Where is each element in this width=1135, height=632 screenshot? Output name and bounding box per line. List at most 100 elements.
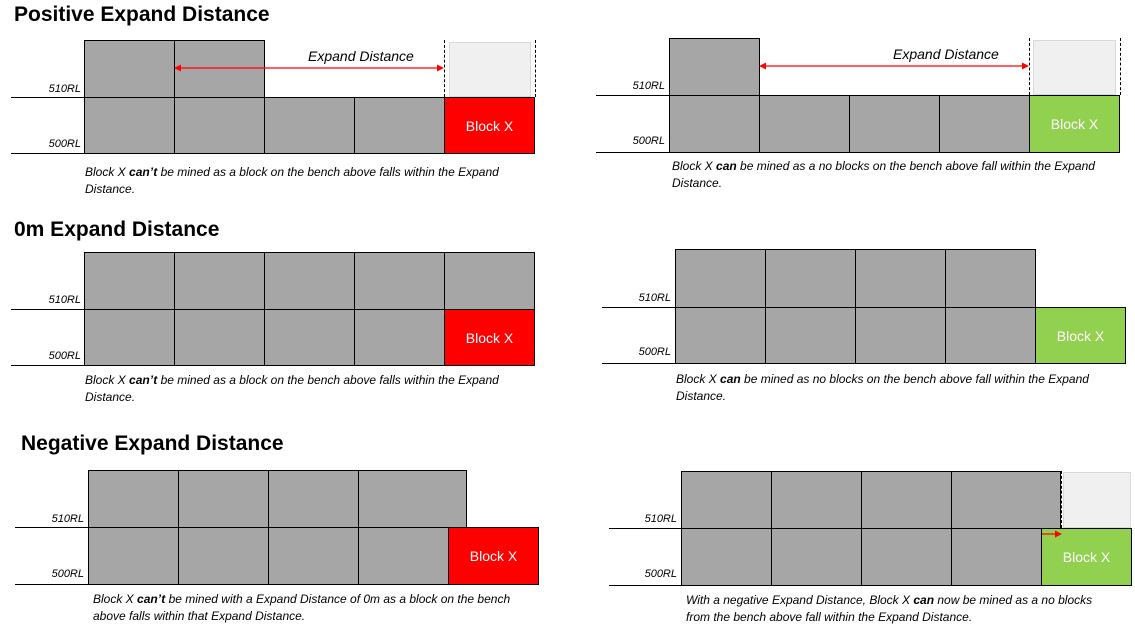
block <box>178 470 269 528</box>
level-label-upper: 510RL <box>48 83 81 95</box>
level-label-upper: 510RL <box>48 294 81 306</box>
block <box>88 527 179 585</box>
level-label-upper: 510RL <box>644 513 677 525</box>
block <box>174 309 265 366</box>
block <box>681 471 772 529</box>
caption: Block X can’t be mined with a Expand Dis… <box>93 592 511 623</box>
caption: With a negative Expand Distance, Block X… <box>686 593 1093 624</box>
block <box>264 97 355 154</box>
bench-line-lower <box>609 585 683 586</box>
block <box>771 528 862 586</box>
block-x-label: Block X <box>1062 549 1111 565</box>
block <box>861 471 952 529</box>
level-label-lower: 500RL <box>638 346 671 358</box>
caption: Block X can’t be mined as a block on the… <box>85 373 499 404</box>
block <box>84 309 175 366</box>
block <box>849 95 940 153</box>
block <box>174 97 265 154</box>
section-title-zero: 0m Expand Distance <box>14 218 220 241</box>
block <box>861 528 952 586</box>
ghost-block <box>449 42 531 97</box>
block <box>945 249 1036 308</box>
bench-line-upper <box>596 95 670 96</box>
block <box>951 528 1042 586</box>
block <box>354 252 445 310</box>
block <box>681 528 772 586</box>
block <box>765 307 856 364</box>
block-x: Block X <box>1035 307 1126 364</box>
block <box>174 40 265 98</box>
ghost-block <box>1063 472 1131 528</box>
expand-distance-label: Expand Distance <box>893 46 999 62</box>
block-x-label: Block X <box>1050 116 1099 132</box>
level-label-upper: 510RL <box>632 80 665 92</box>
block <box>178 527 269 585</box>
block <box>765 249 856 308</box>
block <box>84 40 175 98</box>
block <box>358 470 467 528</box>
block-x: Block X <box>1029 95 1120 153</box>
block <box>855 307 946 364</box>
bench-line-lower <box>11 365 85 366</box>
block-x: Block X <box>444 309 535 366</box>
block <box>855 249 946 308</box>
bench-line-upper <box>11 309 85 310</box>
bench-line-lower <box>11 153 85 154</box>
block <box>939 95 1030 153</box>
block <box>354 309 445 366</box>
block <box>354 97 445 154</box>
level-label-lower: 500RL <box>48 138 81 150</box>
block-x-label: Block X <box>469 548 518 564</box>
block-x-label: Block X <box>465 329 514 346</box>
expand-distance-arrow <box>174 64 444 72</box>
block <box>675 249 766 308</box>
block <box>88 470 179 528</box>
block <box>951 471 1061 529</box>
block <box>174 252 265 310</box>
section-title-negative: Negative Expand Distance <box>21 432 284 455</box>
block-x: Block X <box>1041 528 1132 586</box>
block <box>945 307 1036 364</box>
level-label-lower: 500RL <box>51 568 84 580</box>
block <box>759 95 850 153</box>
bench-line-lower <box>596 152 670 153</box>
block <box>669 95 760 153</box>
block <box>669 38 760 96</box>
dashed-boundary <box>1061 471 1062 528</box>
level-label-upper: 510RL <box>638 292 671 304</box>
caption: Block X can’t be mined as a block on the… <box>85 165 499 196</box>
dashed-boundary <box>1120 38 1121 95</box>
block-x-label: Block X <box>465 117 514 134</box>
caption: Block X can be mined as a no blocks on t… <box>672 159 1095 190</box>
block <box>675 307 766 364</box>
level-label-lower: 500RL <box>644 568 677 580</box>
level-label-lower: 500RL <box>48 350 81 362</box>
block <box>264 309 355 366</box>
expand-distance-label: Expand Distance <box>308 48 414 64</box>
dashed-boundary <box>444 40 445 97</box>
block <box>268 470 359 528</box>
expand-distance-arrow <box>759 62 1029 70</box>
block-x: Block X <box>448 527 539 585</box>
section-title-positive: Positive Expand Distance <box>14 3 270 26</box>
block <box>268 527 359 585</box>
bench-line-upper <box>11 97 85 98</box>
level-label-upper: 510RL <box>51 513 84 525</box>
block-x-label: Block X <box>1056 327 1105 344</box>
caption: Block X can be mined as no blocks on the… <box>676 372 1089 403</box>
level-label-lower: 500RL <box>632 135 665 147</box>
ghost-block <box>1033 40 1116 95</box>
block <box>264 252 355 310</box>
block <box>771 471 862 529</box>
bench-line-upper <box>15 527 89 528</box>
dashed-boundary <box>535 40 536 97</box>
bench-line-upper <box>602 307 676 308</box>
bench-line-upper <box>609 528 683 529</box>
block-x: Block X <box>444 97 535 154</box>
block <box>84 252 175 310</box>
dashed-boundary <box>1029 38 1030 95</box>
block <box>358 527 449 585</box>
block <box>84 97 175 154</box>
expand-distance-arrow <box>1042 530 1062 538</box>
bench-line-lower <box>15 584 89 585</box>
